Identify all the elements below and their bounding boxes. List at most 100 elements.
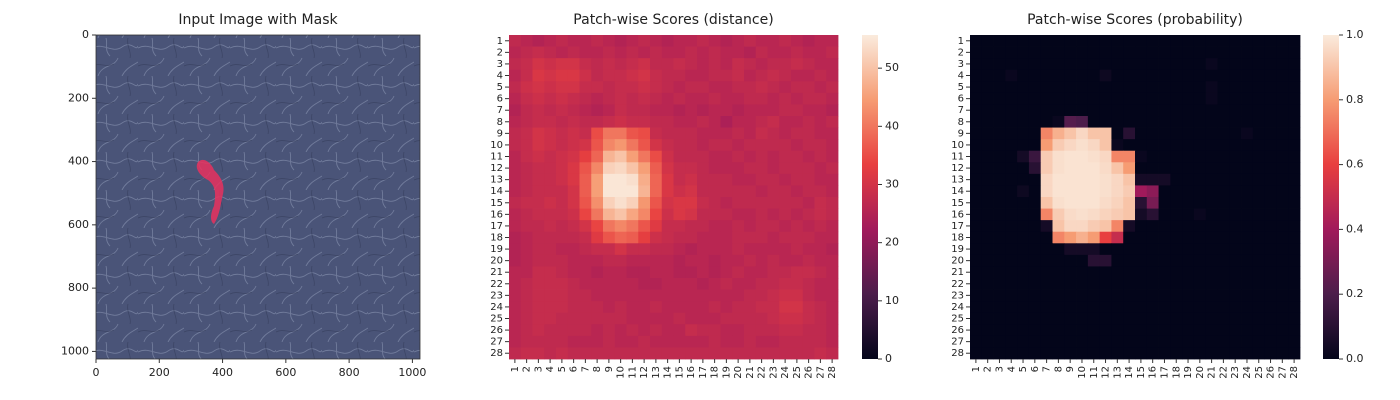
heatmap-cell: [1252, 220, 1266, 233]
heatmap-cell: [1229, 46, 1242, 59]
heatmap-cell: [1028, 35, 1042, 47]
heatmap-cell: [1135, 127, 1148, 140]
heatmap-cell: [1217, 185, 1230, 198]
heatmap-cell: [1076, 150, 1089, 163]
heatmap-cell: [993, 173, 1006, 186]
heatmap-cell: [1205, 278, 1218, 290]
heatmap-cell: [532, 220, 545, 233]
y-tick-label: 6: [497, 94, 503, 105]
heatmap-cell: [1099, 150, 1112, 163]
heatmap-cell: [720, 335, 733, 348]
heatmap-cell: [1252, 347, 1266, 360]
heatmap-cell: [744, 69, 757, 82]
heatmap-cell: [685, 231, 698, 244]
heatmap-cell: [1123, 116, 1136, 128]
heatmap-cell: [1241, 197, 1254, 209]
heatmap-cell: [802, 289, 815, 302]
heatmap-cell: [567, 312, 580, 325]
heatmap-cell: [1017, 278, 1030, 290]
heatmap-cell: [1076, 139, 1089, 152]
heatmap-cell: [661, 127, 674, 140]
heatmap-cell: [520, 220, 533, 233]
heatmap-cell: [1276, 104, 1289, 117]
heatmap-cell: [791, 150, 804, 163]
heatmap-cell: [1264, 208, 1277, 221]
heatmap-cell: [626, 127, 639, 140]
heatmap-cell: [1005, 278, 1018, 290]
heatmap-cell: [826, 116, 839, 128]
heatmap-cell: [779, 335, 792, 348]
y-tick-label: 21: [951, 267, 964, 278]
heatmap-cell: [1217, 81, 1230, 94]
heatmap-cell: [1005, 162, 1018, 175]
heatmap-cell: [626, 139, 639, 152]
heatmap-cell: [567, 162, 580, 175]
heatmap-cell: [520, 254, 533, 267]
heatmap-cell: [1182, 347, 1195, 360]
heatmap-cell: [626, 81, 639, 94]
heatmap-cell: [1241, 231, 1254, 244]
heatmap-cell: [1205, 139, 1218, 152]
heatmap-cell: [509, 231, 522, 244]
heatmap-cell: [1005, 81, 1018, 94]
heatmap-cell: [1205, 116, 1218, 128]
heatmap-cell: [1028, 173, 1042, 186]
heatmap-cell: [1135, 81, 1148, 94]
heatmap-cell: [1064, 254, 1077, 267]
heatmap-cell: [970, 69, 983, 82]
heatmap-cell: [579, 324, 592, 337]
heatmap-cell: [779, 347, 792, 360]
heatmap-cell: [1135, 278, 1148, 290]
heatmap-cell: [685, 335, 698, 348]
heatmap-cell: [614, 81, 627, 94]
heatmap-cell: [1252, 208, 1266, 221]
heatmap-cell: [579, 312, 592, 325]
heatmap-cell: [638, 335, 651, 348]
heatmap-cell: [1076, 289, 1089, 302]
heatmap-cell: [1193, 173, 1207, 186]
heatmap-cell: [1170, 185, 1183, 198]
heatmap-cell: [1146, 58, 1159, 71]
heatmap-cell: [1229, 173, 1242, 186]
heatmap-cell: [1040, 312, 1053, 325]
heatmap-cell: [779, 173, 792, 186]
heatmap-cell: [802, 220, 815, 233]
heatmap-cell: [802, 81, 815, 94]
x-tick-label: 22: [757, 366, 768, 379]
heatmap-cell: [1264, 220, 1277, 233]
heatmap-cell: [1087, 312, 1101, 325]
heatmap-cell: [1170, 289, 1183, 302]
heatmap-cell: [1111, 324, 1124, 337]
x-tick-label: 1: [971, 366, 982, 372]
heatmap-cell: [1252, 289, 1266, 302]
heatmap-cell: [697, 162, 710, 175]
heatmap-cell: [626, 289, 639, 302]
heatmap-cell: [1276, 185, 1289, 198]
heatmap-cell: [1028, 185, 1042, 198]
heatmap-cell: [1052, 104, 1065, 117]
heatmap-cell: [779, 197, 792, 209]
heatmap-cell: [744, 150, 757, 163]
heatmap-cell: [1205, 324, 1218, 337]
heatmap-cell: [1111, 278, 1124, 290]
heatmap-cell: [744, 116, 757, 128]
heatmap-cell: [802, 243, 815, 256]
heatmap-cell: [1099, 208, 1112, 221]
heatmap-cell: [1205, 347, 1218, 360]
heatmap-cell: [802, 197, 815, 209]
heatmap-cell: [1205, 301, 1218, 314]
heatmap-cell: [556, 185, 569, 198]
heatmap-cell: [1182, 185, 1195, 198]
heatmap-cell: [1217, 254, 1230, 267]
heatmap-cell: [981, 312, 994, 325]
heatmap-cell: [767, 173, 780, 186]
heatmap-cell: [791, 185, 804, 198]
heatmap-cell: [802, 185, 815, 198]
heatmap-cell: [661, 197, 674, 209]
heatmap-cell: [1111, 162, 1124, 175]
heatmap-cell: [767, 150, 780, 163]
heatmap-cell: [1111, 58, 1124, 71]
heatmap-cell: [767, 289, 780, 302]
heatmap-cell: [1158, 92, 1171, 105]
y-tick-label: 1: [958, 36, 964, 47]
